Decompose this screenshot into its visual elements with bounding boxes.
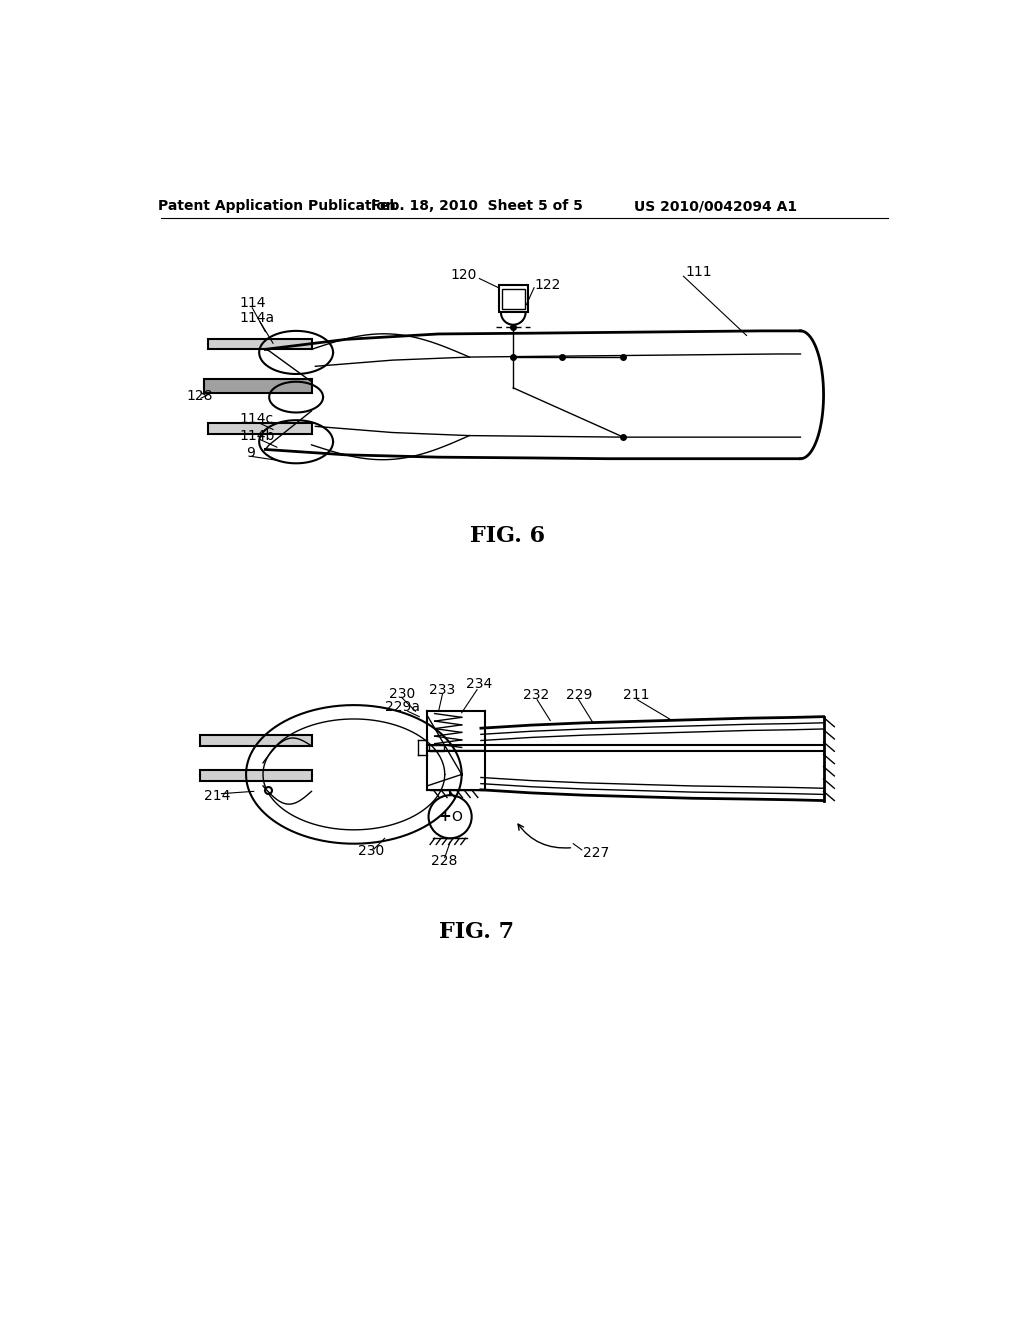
- Text: 230: 230: [357, 845, 384, 858]
- Text: 114c: 114c: [240, 412, 274, 425]
- Text: 114b: 114b: [240, 429, 275, 442]
- Circle shape: [429, 795, 472, 838]
- Bar: [204, 379, 311, 393]
- Text: 214: 214: [204, 789, 230, 803]
- Text: 128: 128: [186, 388, 213, 403]
- Text: O: O: [451, 809, 462, 824]
- Bar: [200, 735, 311, 746]
- Text: Patent Application Publication: Patent Application Publication: [158, 199, 395, 213]
- Text: 229a: 229a: [385, 701, 420, 714]
- Text: US 2010/0042094 A1: US 2010/0042094 A1: [634, 199, 798, 213]
- Text: FIG. 7: FIG. 7: [439, 921, 515, 944]
- Bar: [208, 424, 311, 434]
- Bar: [429, 744, 444, 751]
- Text: 230: 230: [388, 686, 415, 701]
- Text: 120: 120: [451, 268, 477, 282]
- Text: 227: 227: [584, 846, 609, 859]
- Text: 233: 233: [429, 682, 456, 697]
- Text: 114: 114: [240, 296, 266, 310]
- Text: 229: 229: [565, 688, 592, 702]
- Text: 232: 232: [523, 688, 550, 702]
- Bar: [502, 289, 524, 309]
- Text: 228: 228: [431, 854, 458, 867]
- Text: 9: 9: [246, 446, 255, 461]
- Text: 111: 111: [685, 265, 712, 280]
- Text: Feb. 18, 2010  Sheet 5 of 5: Feb. 18, 2010 Sheet 5 of 5: [371, 199, 583, 213]
- Text: FIG. 6: FIG. 6: [470, 525, 546, 546]
- Bar: [499, 285, 528, 313]
- Bar: [208, 339, 311, 350]
- Text: 211: 211: [624, 688, 650, 702]
- Text: +: +: [438, 809, 452, 824]
- Text: 234: 234: [466, 677, 492, 692]
- Bar: [200, 770, 311, 780]
- Text: 122: 122: [535, 279, 561, 293]
- Text: 114a: 114a: [240, 310, 275, 325]
